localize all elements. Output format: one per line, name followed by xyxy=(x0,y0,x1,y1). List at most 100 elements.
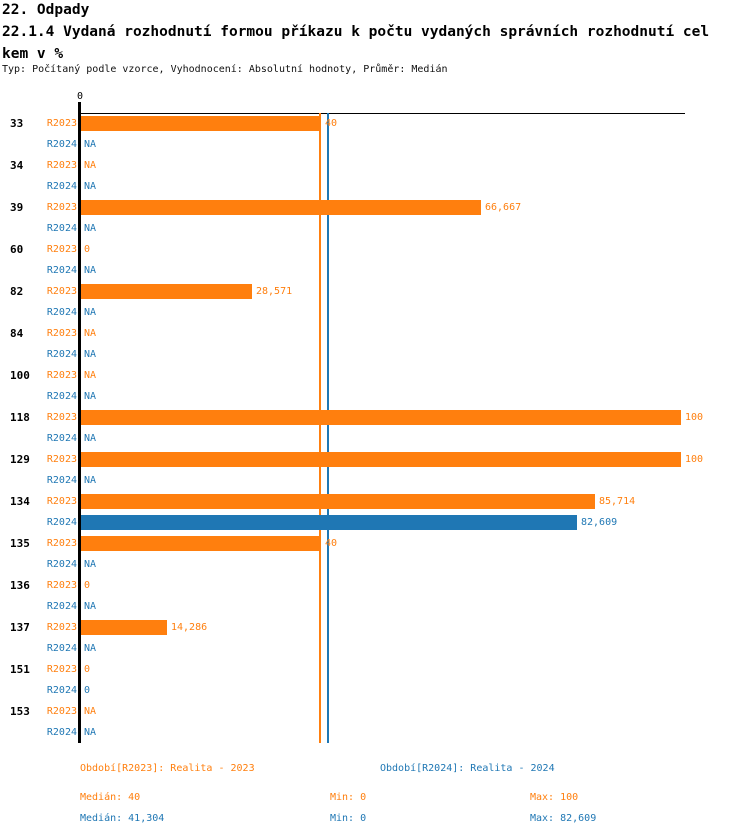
section-title: 22. Odpady xyxy=(2,2,90,18)
value-label-r2023: 85,714 xyxy=(599,496,636,507)
series-label-r2024: R2024 xyxy=(46,139,77,150)
value-label-r2023: 0 xyxy=(84,664,91,675)
category-label: 82 xyxy=(10,285,24,298)
value-label-r2024: 0 xyxy=(84,685,91,696)
stat-median-r2024: Medián: 41,304 xyxy=(80,813,165,824)
value-label-r2023: 66,667 xyxy=(485,202,522,213)
series-label-r2023: R2023 xyxy=(46,160,77,171)
category-label: 151 xyxy=(10,663,30,676)
category-label: 60 xyxy=(10,243,24,256)
bar-r2023 xyxy=(81,452,681,467)
category-label: 137 xyxy=(10,621,30,634)
x-axis-zero-tick-label: 0 xyxy=(76,91,84,102)
bar-r2023 xyxy=(81,284,252,299)
category-label: 134 xyxy=(10,495,30,508)
category-label: 136 xyxy=(10,579,30,592)
series-label-r2024: R2024 xyxy=(46,181,77,192)
category-label: 33 xyxy=(10,117,24,130)
value-label-r2023: NA xyxy=(84,706,97,717)
median-line-r2024 xyxy=(327,113,329,743)
value-label-r2024: NA xyxy=(84,139,97,150)
bar-r2023 xyxy=(81,410,681,425)
value-label-r2024: NA xyxy=(84,475,97,486)
series-label-r2023: R2023 xyxy=(46,496,77,507)
value-label-r2023: 100 xyxy=(685,412,704,423)
bar-r2023 xyxy=(81,494,595,509)
series-label-r2023: R2023 xyxy=(46,118,77,129)
value-label-r2023: 40 xyxy=(325,538,338,549)
value-label-r2024: NA xyxy=(84,391,97,402)
bar-r2023 xyxy=(81,116,321,131)
series-label-r2024: R2024 xyxy=(46,475,77,486)
category-label: 39 xyxy=(10,201,24,214)
series-label-r2024: R2024 xyxy=(46,643,77,654)
value-label-r2023: 28,571 xyxy=(256,286,293,297)
stat-min-r2023: Min: 0 xyxy=(330,792,367,803)
category-label: 135 xyxy=(10,537,30,550)
value-label-r2024: NA xyxy=(84,181,97,192)
category-label: 153 xyxy=(10,705,30,718)
value-label-r2024: NA xyxy=(84,433,97,444)
stat-max-r2023: Max: 100 xyxy=(530,792,579,803)
series-label-r2023: R2023 xyxy=(46,538,77,549)
stat-min-r2024: Min: 0 xyxy=(330,813,367,824)
series-label-r2024: R2024 xyxy=(46,307,77,318)
legend-r2024: Období[R2024]: Realita - 2024 xyxy=(380,763,555,774)
value-label-r2023: NA xyxy=(84,160,97,171)
series-label-r2024: R2024 xyxy=(46,601,77,612)
series-label-r2023: R2023 xyxy=(46,244,77,255)
category-label: 34 xyxy=(10,159,24,172)
legend-r2023: Období[R2023]: Realita - 2023 xyxy=(80,763,255,774)
value-label-r2024: NA xyxy=(84,601,97,612)
value-label-r2023: NA xyxy=(84,370,97,381)
bar-r2023 xyxy=(81,536,321,551)
value-label-r2023: NA xyxy=(84,328,97,339)
category-label: 100 xyxy=(10,369,30,382)
value-label-r2024: 82,609 xyxy=(581,517,618,528)
bar-r2023 xyxy=(81,620,167,635)
chart-title-line2: kem v % xyxy=(2,46,64,62)
value-label-r2023: 14,286 xyxy=(171,622,208,633)
series-label-r2023: R2023 xyxy=(46,622,77,633)
series-label-r2024: R2024 xyxy=(46,265,77,276)
series-label-r2024: R2024 xyxy=(46,391,77,402)
series-label-r2023: R2023 xyxy=(46,664,77,675)
series-label-r2024: R2024 xyxy=(46,517,77,528)
stat-max-r2024: Max: 82,609 xyxy=(530,813,597,824)
bar-r2024 xyxy=(81,515,577,530)
value-label-r2024: NA xyxy=(84,559,97,570)
x-axis-line xyxy=(80,113,685,114)
series-label-r2024: R2024 xyxy=(46,559,77,570)
value-label-r2024: NA xyxy=(84,307,97,318)
bar-r2023 xyxy=(81,200,481,215)
series-label-r2023: R2023 xyxy=(46,454,77,465)
value-label-r2024: NA xyxy=(84,727,97,738)
series-label-r2024: R2024 xyxy=(46,433,77,444)
series-label-r2024: R2024 xyxy=(46,685,77,696)
series-label-r2023: R2023 xyxy=(46,706,77,717)
chart-title-line1: 22.1.4 Vydaná rozhodnutí formou příkazu … xyxy=(2,24,710,40)
series-label-r2023: R2023 xyxy=(46,412,77,423)
series-label-r2024: R2024 xyxy=(46,223,77,234)
median-line-r2023 xyxy=(319,113,321,743)
value-label-r2023: 0 xyxy=(84,580,91,591)
chart-subtitle: Typ: Počítaný podle vzorce, Vyhodnocení:… xyxy=(2,64,448,75)
series-label-r2023: R2023 xyxy=(46,328,77,339)
value-label-r2024: NA xyxy=(84,223,97,234)
series-label-r2023: R2023 xyxy=(46,286,77,297)
stat-median-r2023: Medián: 40 xyxy=(80,792,141,803)
value-label-r2024: NA xyxy=(84,349,97,360)
category-label: 129 xyxy=(10,453,30,466)
value-label-r2023: 100 xyxy=(685,454,704,465)
y-axis-line xyxy=(78,102,81,743)
value-label-r2024: NA xyxy=(84,265,97,276)
series-label-r2024: R2024 xyxy=(46,349,77,360)
series-label-r2023: R2023 xyxy=(46,202,77,213)
series-label-r2023: R2023 xyxy=(46,370,77,381)
value-label-r2024: NA xyxy=(84,643,97,654)
category-label: 84 xyxy=(10,327,24,340)
value-label-r2023: 0 xyxy=(84,244,91,255)
category-label: 118 xyxy=(10,411,30,424)
value-label-r2023: 40 xyxy=(325,118,338,129)
